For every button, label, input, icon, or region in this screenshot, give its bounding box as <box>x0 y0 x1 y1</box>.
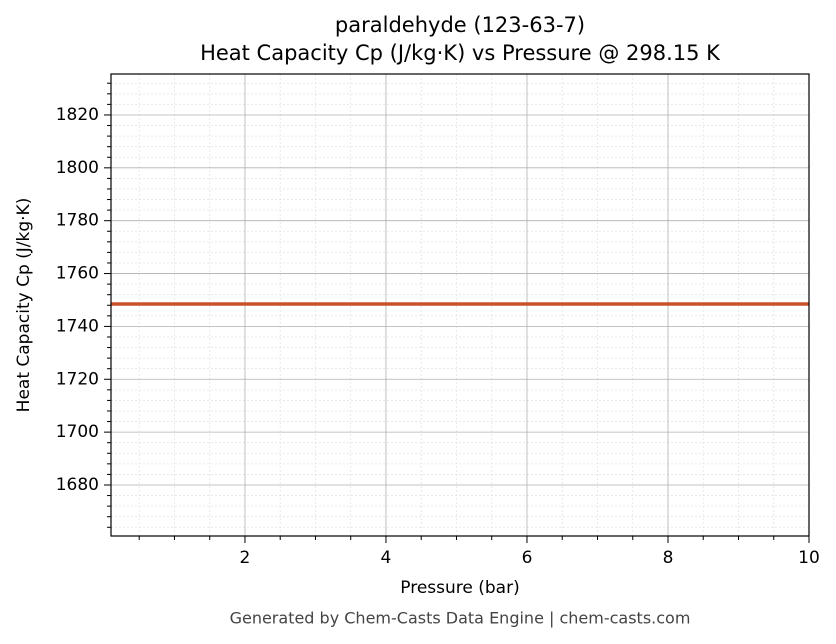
x-tick-label: 10 <box>798 548 820 568</box>
chart-title: paraldehyde (123-63-7) <box>335 13 585 37</box>
x-tick-label: 6 <box>522 548 533 568</box>
x-tick-label: 2 <box>240 548 251 568</box>
x-axis-label: Pressure (bar) <box>400 578 519 598</box>
y-tick-label: 1780 <box>56 211 99 231</box>
x-tick-label: 4 <box>381 548 392 568</box>
y-tick-label: 1680 <box>56 475 99 495</box>
x-tick-label: 8 <box>663 548 674 568</box>
plot-frame <box>110 73 810 537</box>
y-tick-label: 1760 <box>56 264 99 284</box>
y-tick-label: 1820 <box>56 105 99 125</box>
y-tick-label: 1740 <box>56 316 99 336</box>
y-tick-label: 1700 <box>56 422 99 442</box>
y-tick-label: 1720 <box>56 369 99 389</box>
y-axis-label: Heat Capacity Cp (J/kg·K) <box>14 198 34 413</box>
y-tick-label: 1800 <box>56 158 99 178</box>
footer: Generated by Chem-Casts Data Engine | ch… <box>230 609 691 628</box>
chart-subtitle: Heat Capacity Cp (J/kg·K) vs Pressure @ … <box>200 41 721 65</box>
